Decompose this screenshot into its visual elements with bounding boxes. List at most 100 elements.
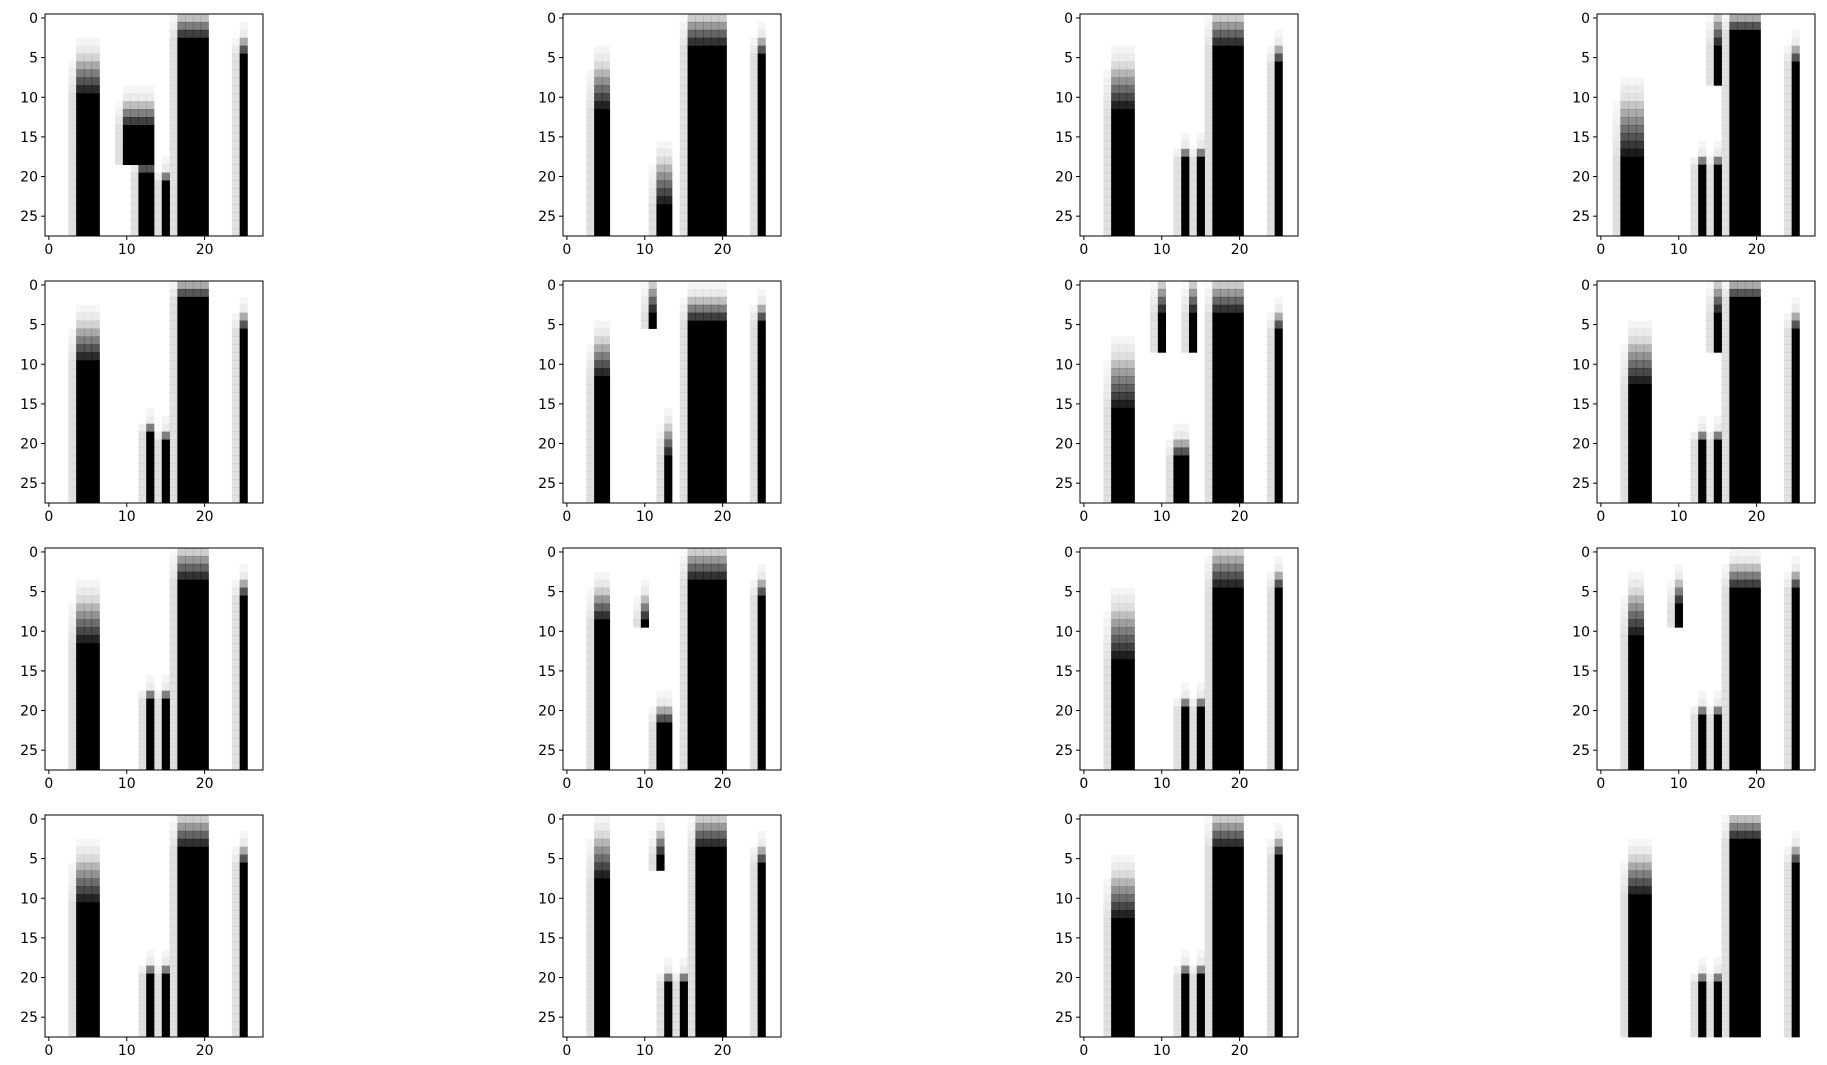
pixel (594, 886, 603, 895)
pixel (1783, 682, 1792, 692)
pixel (200, 941, 209, 951)
pixel (1274, 603, 1283, 612)
pixel (1744, 196, 1754, 205)
pixel (185, 894, 194, 903)
image-pixels (1103, 14, 1283, 237)
pixel (1620, 431, 1629, 440)
pixel (185, 304, 194, 314)
pixel (177, 722, 186, 731)
pixel (1744, 407, 1754, 417)
pixel (1744, 312, 1754, 321)
pixel (185, 37, 194, 47)
pixel (586, 690, 595, 699)
axes-frame (562, 814, 782, 1038)
pixel (656, 204, 665, 213)
pixel (749, 344, 758, 353)
pixel (169, 611, 178, 620)
pixel (1729, 45, 1738, 54)
pixel (68, 666, 77, 676)
pixel (185, 682, 194, 692)
pixel (185, 846, 194, 855)
pixel (1227, 156, 1237, 165)
pixel (76, 69, 85, 78)
pixel (718, 563, 727, 573)
pixel (91, 595, 100, 604)
pixel (594, 196, 603, 205)
pixel (1698, 220, 1707, 229)
pixel (1706, 45, 1715, 54)
pixel (146, 495, 155, 504)
pixel (1204, 376, 1213, 385)
pixel (1791, 730, 1800, 739)
pixel (1706, 344, 1715, 353)
pixel (1204, 659, 1213, 668)
pixel (718, 746, 727, 755)
pixel (138, 738, 147, 747)
pixel (154, 730, 163, 739)
pixel (239, 101, 248, 110)
pixel (1118, 682, 1128, 692)
pixel (672, 981, 681, 990)
pixel (91, 902, 100, 911)
pixel (1737, 495, 1746, 504)
pixel (1791, 320, 1800, 329)
pixel (594, 352, 603, 361)
pixel (749, 690, 758, 699)
pixel (749, 746, 758, 755)
pixel (1181, 690, 1190, 699)
pixel (749, 117, 758, 126)
pixel (601, 172, 611, 181)
pixel (749, 603, 758, 612)
pixel (1721, 156, 1730, 165)
pixel (757, 320, 766, 329)
pixel (1196, 714, 1205, 723)
pixel (1744, 320, 1754, 329)
pixel (757, 997, 766, 1006)
pixel (1744, 61, 1754, 70)
pixel (1103, 392, 1112, 401)
pixel (640, 619, 649, 628)
pixel (177, 455, 186, 464)
pixel (239, 85, 248, 94)
pixel (138, 220, 147, 229)
pixel (1635, 722, 1645, 731)
pixel (1212, 635, 1221, 644)
pixel (718, 296, 727, 306)
y-tick-label: 0 (29, 11, 38, 27)
pixel (231, 479, 240, 488)
pixel (687, 973, 696, 982)
pixel (200, 447, 209, 456)
pixel (1212, 156, 1221, 165)
pixel (1235, 706, 1244, 715)
pixel (1196, 156, 1205, 165)
pixel (749, 846, 758, 855)
pixel (1212, 698, 1221, 707)
pixel (695, 61, 704, 70)
pixel (91, 838, 100, 848)
pixel (695, 933, 704, 943)
pixel (239, 399, 248, 409)
pixel (594, 487, 603, 496)
pixel (1220, 754, 1229, 763)
pixel (169, 85, 178, 94)
pixel (1212, 714, 1221, 723)
pixel (1220, 328, 1229, 337)
pixel (177, 902, 186, 911)
pixel (91, 635, 100, 644)
pixel (239, 140, 248, 150)
pixel (1227, 352, 1237, 361)
pixel (130, 93, 139, 102)
pixel (1783, 455, 1792, 464)
pixel (200, 455, 209, 464)
pixel (68, 886, 77, 895)
pixel (1274, 220, 1283, 229)
pixel (679, 328, 688, 337)
pixel (1118, 674, 1128, 684)
pixel (679, 344, 688, 353)
pixel (1266, 328, 1275, 337)
y-tick-label: 20 (1055, 170, 1073, 186)
pixel (1111, 360, 1120, 369)
pixel (1628, 666, 1637, 676)
pixel (672, 1013, 681, 1022)
pixel (1713, 29, 1722, 39)
